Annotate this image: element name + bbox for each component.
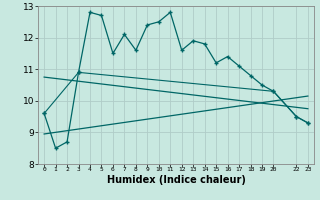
X-axis label: Humidex (Indice chaleur): Humidex (Indice chaleur) xyxy=(107,175,245,185)
